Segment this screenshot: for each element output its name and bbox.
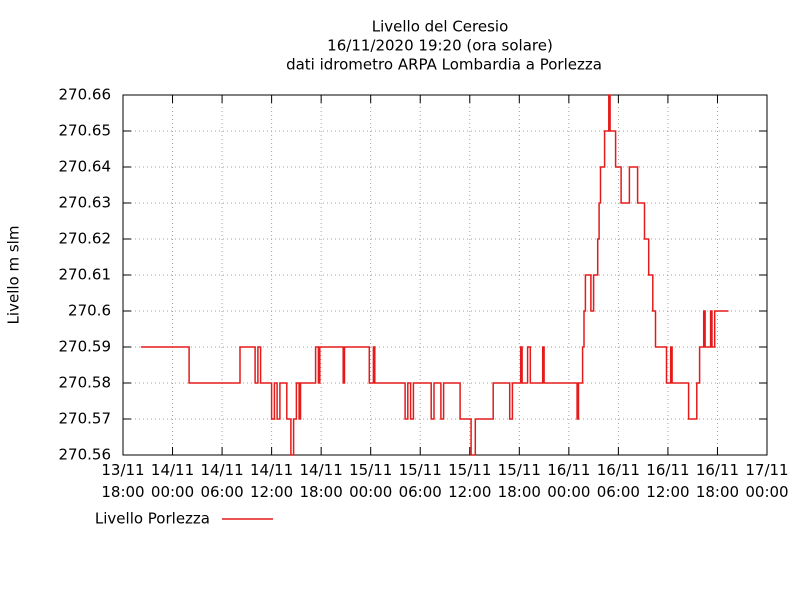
x-tick-label: 15/11 06:00: [398, 461, 442, 501]
x-tick-label: 14/11 06:00: [200, 461, 244, 501]
y-axis-label: Livello m slm: [5, 226, 23, 325]
x-tick-label: 14/11 12:00: [249, 461, 294, 501]
chart-subtitle: 16/11/2020 19:20 (ora solare): [327, 37, 553, 55]
y-tick-label: 270.59: [59, 338, 112, 356]
y-tick-label: 270.58: [59, 374, 112, 392]
y-tick-label: 270.56: [59, 446, 112, 464]
y-tick-label: 270.64: [59, 158, 112, 176]
x-tick-label: 16/11 06:00: [596, 461, 640, 501]
x-tick-label: 16/11 12:00: [646, 461, 690, 501]
chart-subtitle: dati idrometro ARPA Lombardia a Porlezza: [286, 56, 602, 74]
y-tick-label: 270.63: [59, 194, 112, 212]
x-tick-label: 15/11 00:00: [349, 461, 393, 501]
y-tick-label: 270.62: [59, 230, 112, 248]
legend-label: Livello Porlezza: [95, 510, 210, 528]
y-tick-label: 270.66: [59, 86, 112, 104]
y-tick-label: 270.65: [59, 122, 112, 140]
plot-border: [122, 94, 768, 456]
x-tick-label: 17/11 00:00: [745, 461, 789, 501]
x-tick-label: 13/11 18:00: [101, 461, 145, 501]
x-tick-label: 14/11 00:00: [150, 461, 195, 501]
x-tick-label: 14/11 18:00: [299, 461, 343, 501]
y-tick-label: 270.57: [59, 410, 112, 428]
y-tick-label: 270.6: [68, 302, 111, 320]
x-tick-label: 16/11 00:00: [547, 461, 591, 501]
x-tick-label: 15/11 12:00: [448, 461, 492, 501]
chart-title: Livello del Ceresio: [372, 18, 509, 36]
data-line: [140, 94, 729, 456]
x-tick-label: 15/11 18:00: [497, 461, 541, 501]
y-tick-label: 270.61: [59, 266, 112, 284]
x-tick-label: 16/11 18:00: [695, 461, 740, 501]
